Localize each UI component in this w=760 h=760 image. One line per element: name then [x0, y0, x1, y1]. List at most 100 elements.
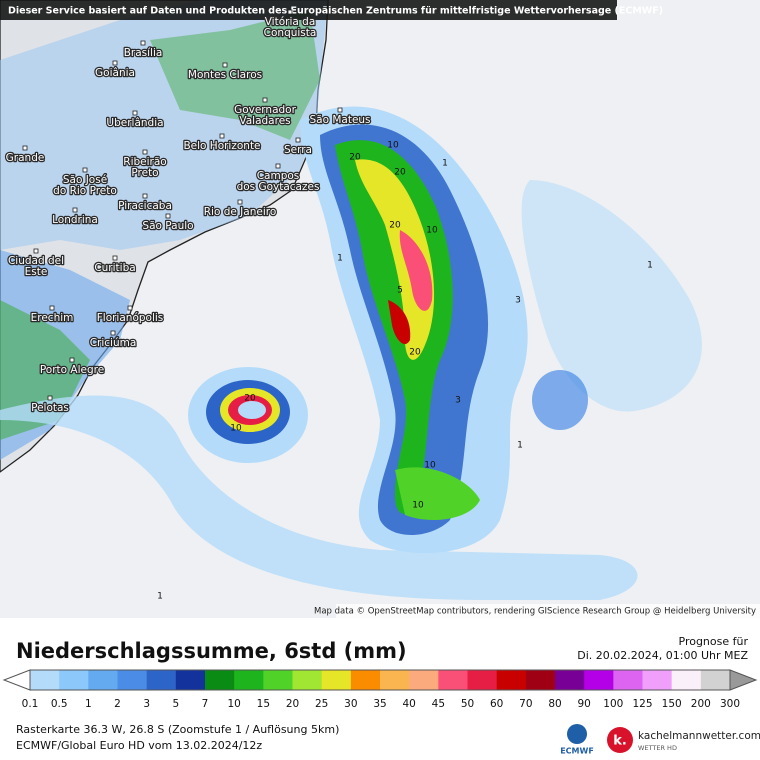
footer-model: ECMWF/Global Euro HD vom 13.02.2024/12z: [16, 739, 262, 752]
scale-label: 2: [114, 698, 121, 710]
city-marker: [69, 357, 75, 363]
contour-label: 3: [455, 396, 461, 406]
city-label: São José: [63, 174, 107, 186]
scale-label: 45: [432, 698, 445, 710]
city-label: Pelotas: [31, 402, 69, 414]
scale-box: [175, 670, 206, 690]
city-marker: [112, 60, 118, 66]
attribution-bg: [336, 604, 760, 618]
city-label: Ciudad del: [8, 255, 64, 267]
city-label: Curitiba: [94, 262, 135, 274]
city-marker: [49, 305, 55, 311]
precip-land: [150, 10, 320, 140]
map: Dieser Service basiert auf Daten und Pro…: [0, 0, 760, 618]
scale-label: 35: [373, 698, 386, 710]
city-label: Florianópolis: [97, 312, 164, 324]
contour-label: 1: [157, 592, 163, 602]
scale-box: [380, 670, 410, 690]
city-marker: [287, 9, 293, 15]
city-label: Porto Alegre: [40, 364, 104, 376]
city-label: Ribeirão: [123, 156, 166, 168]
city-label: dos Goytacazes: [237, 181, 320, 193]
scale-box: [642, 670, 673, 690]
scale-box: [409, 670, 439, 690]
city-label: Belo Horizonte: [183, 140, 260, 152]
contour-label: 5: [397, 286, 403, 296]
kachelmann-logo: [607, 727, 633, 753]
scale-box: [350, 670, 381, 690]
scale-box: [205, 670, 235, 690]
city-label: Montes Claros: [188, 69, 262, 81]
city-label: São Paulo: [142, 220, 193, 232]
contour-label: 10: [424, 461, 436, 471]
scale-label: 60: [490, 698, 503, 710]
contour-label: 10: [412, 501, 424, 511]
scale-box: [496, 670, 527, 690]
contour-label: 20: [389, 221, 401, 231]
scale-label: 90: [577, 698, 590, 710]
contour-label: 10: [387, 141, 399, 151]
city-label: Preto: [131, 167, 158, 179]
precip-land: [0, 0, 328, 250]
scale-label: 15: [257, 698, 270, 710]
city-marker: [295, 137, 301, 143]
scale-label: 70: [519, 698, 532, 710]
logo-letter: k.: [613, 734, 627, 749]
scale-box: [321, 670, 352, 690]
footer-info: Rasterkarte 36.3 W, 26.8 S (Zoomstufe 1 …: [16, 723, 339, 736]
city-marker: [337, 107, 343, 113]
contour-label: 1: [337, 254, 343, 264]
contour-label: 1: [517, 441, 523, 451]
city-marker: [33, 248, 39, 254]
scale-label: 7: [202, 698, 209, 710]
scale-label: 20: [286, 698, 299, 710]
brand-sub: WETTER HD: [638, 744, 677, 752]
scale-box: [292, 670, 323, 690]
scale-label: 10: [227, 698, 240, 710]
scale-label: 200: [691, 698, 711, 710]
brand: kachelmannwetter.com: [638, 730, 760, 742]
contour-label: 10: [230, 424, 242, 434]
forecast-time: Di. 20.02.2024, 01:00 Uhr MEZ: [577, 649, 748, 662]
scale-box: [467, 670, 498, 690]
contour-label: 1: [442, 159, 448, 169]
precip-core: [355, 159, 435, 360]
precip-band: [395, 467, 480, 520]
city-marker: [142, 149, 148, 155]
scale-label: 5: [172, 698, 179, 710]
city-marker: [140, 40, 146, 46]
city-label: Governador: [234, 104, 297, 116]
city-marker: [142, 193, 148, 199]
city-label: Uberlândia: [106, 117, 163, 129]
contour-label: 20: [409, 348, 421, 358]
scale-label: 125: [632, 698, 652, 710]
scale-arrow-right: [729, 669, 758, 691]
city-marker: [275, 163, 281, 169]
city-marker: [219, 133, 225, 139]
city-label: do Rio Preto: [53, 185, 117, 197]
scale-box: [525, 670, 556, 690]
scale-label: 3: [143, 698, 150, 710]
contour-label: 3: [515, 296, 521, 306]
contour-label: 20: [244, 394, 256, 404]
scale-label: 150: [662, 698, 682, 710]
scale-box: [700, 670, 731, 690]
city-marker: [82, 167, 88, 173]
scale-label: 0.1: [22, 698, 39, 710]
scale-box: [438, 670, 468, 690]
city-label: Campos: [257, 170, 300, 182]
scale-box: [671, 670, 702, 690]
scale-box: [117, 670, 148, 690]
city-marker: [237, 199, 243, 205]
precip-core: [399, 230, 433, 311]
city-marker: [132, 110, 138, 116]
scale-label: 30: [344, 698, 357, 710]
precip-cell: [532, 370, 588, 430]
scale-label: 25: [315, 698, 328, 710]
attribution: Map data © OpenStreetMap contributors, r…: [314, 607, 756, 617]
precip-sea: [0, 395, 638, 600]
city-label: Londrina: [52, 214, 98, 226]
scale-box: [146, 670, 177, 690]
scale-box: [584, 670, 614, 690]
